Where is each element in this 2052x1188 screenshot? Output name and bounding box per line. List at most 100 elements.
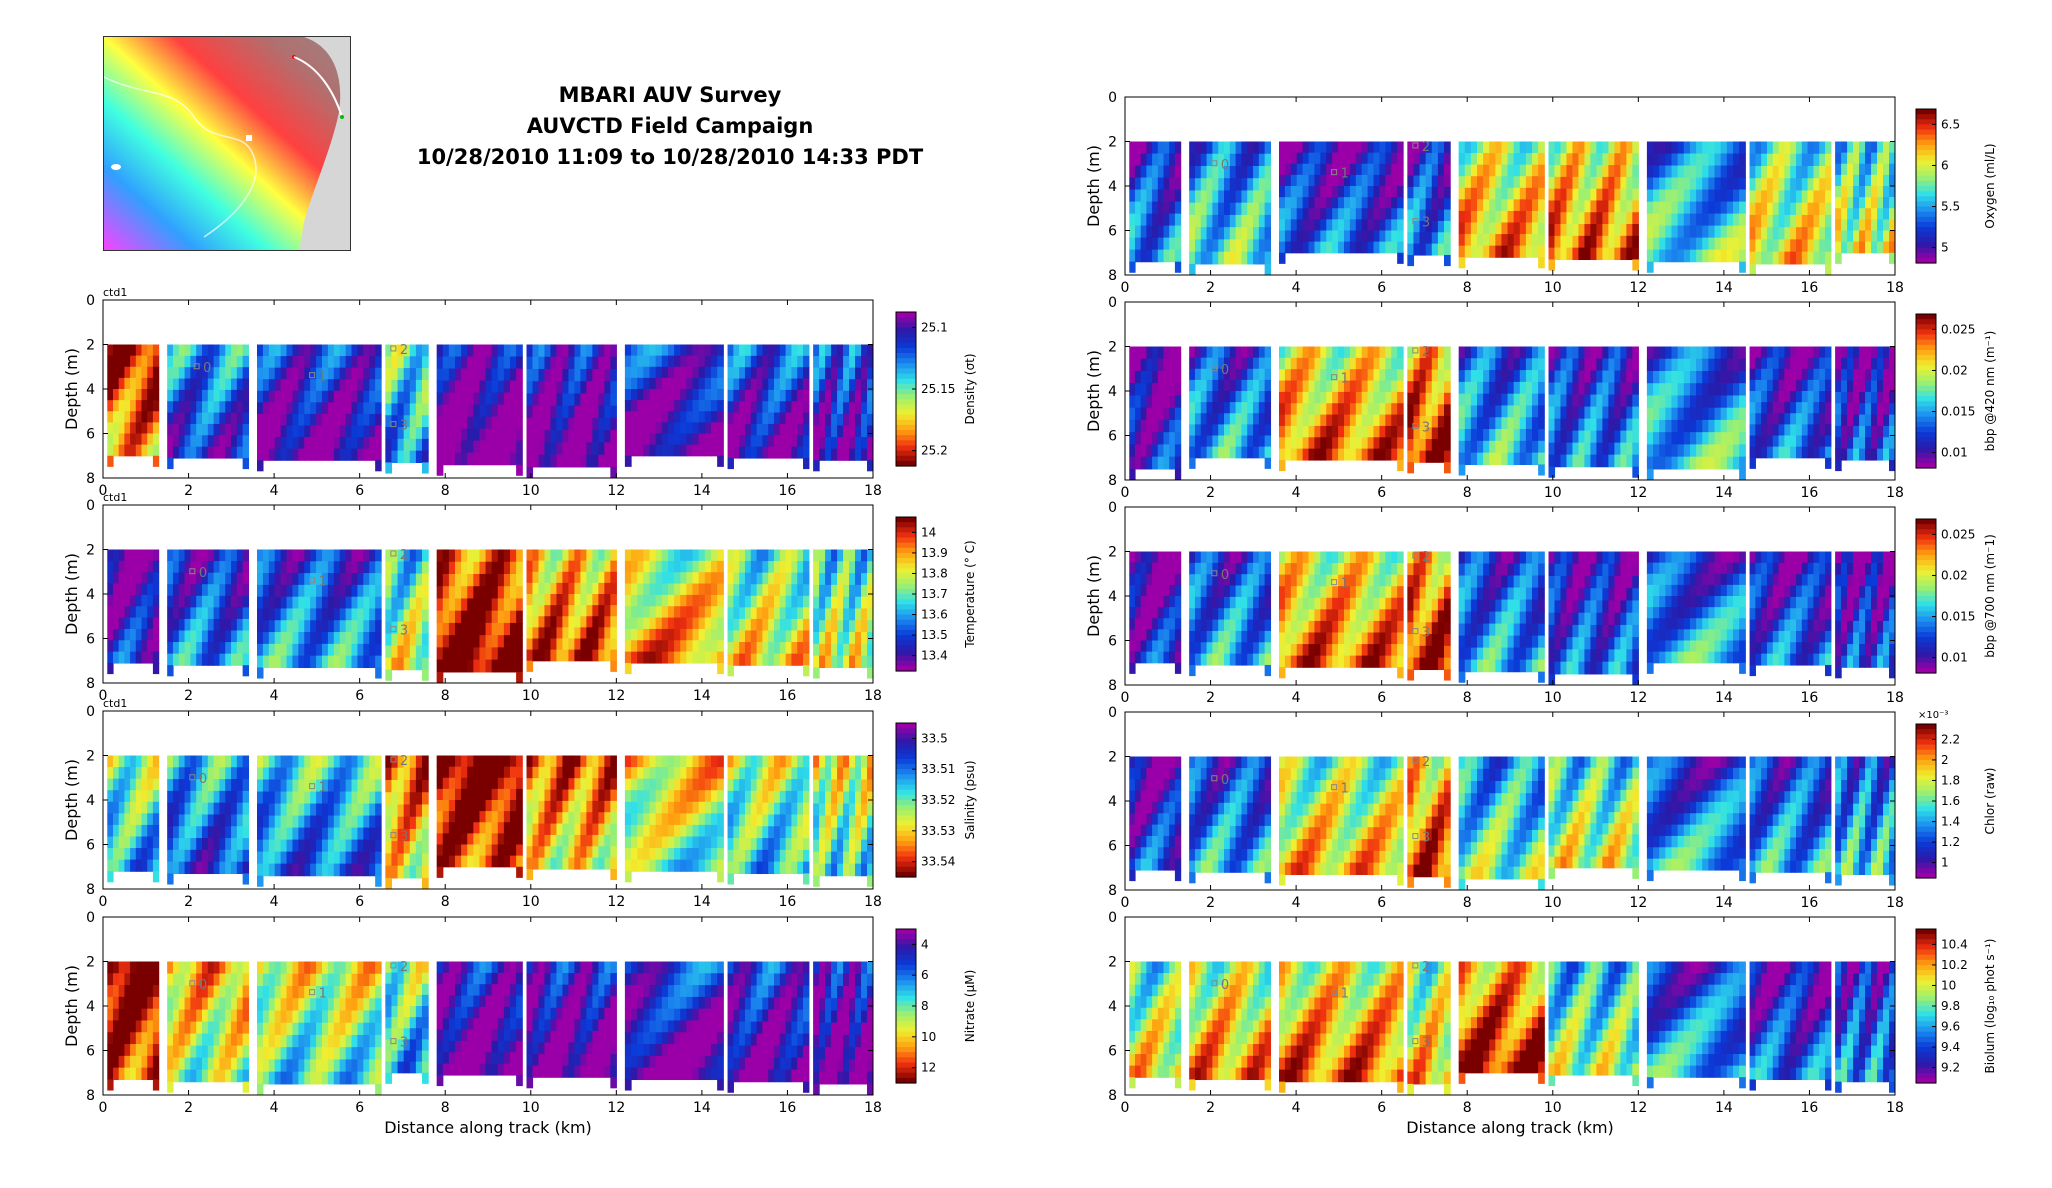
- data-cell: [739, 779, 746, 792]
- data-cell: [339, 863, 347, 877]
- data-cell: [225, 584, 232, 597]
- data-cell: [321, 851, 329, 865]
- data-cell: [532, 560, 540, 573]
- data-cell: [497, 659, 505, 673]
- data-cell: [485, 1006, 493, 1019]
- data-cell: [544, 430, 552, 443]
- data-cell: [604, 616, 611, 628]
- colorbar-segment: [896, 764, 916, 770]
- data-cell: [785, 423, 793, 436]
- data-cell: [257, 561, 264, 574]
- data-cell: [124, 824, 131, 838]
- data-cell: [219, 389, 226, 402]
- data-cell: [485, 766, 493, 779]
- data-cell: [580, 755, 587, 768]
- data-cell: [409, 597, 417, 611]
- data-cell: [813, 632, 820, 645]
- data-cell: [461, 788, 468, 801]
- data-cell: [686, 836, 694, 849]
- data-cell: [196, 618, 203, 632]
- data-layer: [107, 961, 873, 1095]
- data-cell: [624, 871, 632, 883]
- data-cell: [333, 851, 341, 865]
- data-cell: [135, 996, 143, 1010]
- data-cell: [112, 973, 120, 986]
- data-cell: [461, 961, 468, 974]
- data-cell: [544, 755, 552, 768]
- x-tick-label: 12: [607, 688, 625, 704]
- data-cell: [219, 826, 226, 839]
- data-cell: [124, 813, 131, 826]
- data-cell: [202, 861, 209, 875]
- data-cell: [207, 779, 215, 792]
- data-cell: [568, 605, 576, 617]
- data-cell: [867, 448, 873, 461]
- data-cell: [130, 355, 137, 368]
- data-cell: [351, 390, 359, 403]
- data-cell: [130, 973, 137, 986]
- data-cell: [739, 1033, 746, 1047]
- data-cell: [118, 1008, 125, 1022]
- colorbar-segment: [896, 440, 916, 447]
- data-cell: [649, 400, 657, 412]
- data-cell: [225, 826, 232, 839]
- data-cell: [385, 1039, 393, 1052]
- data-cell: [550, 582, 558, 595]
- data-cell: [286, 779, 294, 793]
- data-cell: [448, 392, 456, 406]
- data-cell: [479, 549, 487, 563]
- x-tick-label: 4: [270, 483, 279, 499]
- data-cell: [415, 561, 423, 575]
- x-tick-label: 14: [693, 894, 711, 910]
- data-cell: [351, 413, 359, 427]
- data-cell: [837, 413, 844, 427]
- data-cell: [692, 767, 700, 780]
- data-cell: [436, 404, 444, 418]
- colorbar-segment: [896, 665, 916, 672]
- data-cell: [207, 412, 215, 425]
- data-cell: [637, 433, 644, 446]
- data-cell: [141, 628, 148, 641]
- data-cell: [686, 824, 694, 838]
- data-cell: [825, 344, 832, 357]
- data-cell: [649, 790, 657, 803]
- data-cell: [422, 633, 429, 647]
- data-cell: [351, 851, 359, 865]
- data-cell: [774, 389, 781, 402]
- data-cell: [436, 777, 444, 790]
- data-cell: [280, 1047, 288, 1060]
- data-cell: [586, 405, 593, 419]
- data-cell: [321, 561, 329, 574]
- data-cell: [733, 618, 740, 632]
- data-cell: [345, 973, 353, 987]
- data-cell: [375, 573, 382, 586]
- data-cell: [375, 643, 382, 657]
- data-cell: [409, 356, 417, 369]
- data-cell: [503, 755, 511, 768]
- data-cell: [292, 815, 299, 829]
- data-cell: [196, 755, 203, 768]
- data-cell: [727, 457, 734, 470]
- data-cell: [674, 411, 681, 423]
- data-cell: [624, 1055, 632, 1069]
- data-cell: [692, 594, 700, 607]
- data-cell: [409, 609, 417, 623]
- data-cell: [568, 393, 576, 407]
- data-cell: [667, 836, 675, 849]
- data-cell: [831, 643, 838, 657]
- data-cell: [152, 594, 160, 607]
- data-cell: [479, 428, 487, 442]
- data-cell: [448, 995, 456, 1008]
- data-cell: [598, 442, 605, 456]
- data-cell: [196, 802, 203, 816]
- data-cell: [562, 1019, 570, 1032]
- data-cell: [316, 851, 323, 865]
- data-cell: [686, 355, 694, 368]
- data-cell: [403, 585, 411, 599]
- data-cell: [586, 368, 593, 382]
- data-cell: [797, 412, 804, 425]
- data-cell: [550, 778, 558, 791]
- data-cell: [643, 755, 651, 768]
- data-cell: [762, 355, 769, 368]
- data-cell: [479, 635, 487, 648]
